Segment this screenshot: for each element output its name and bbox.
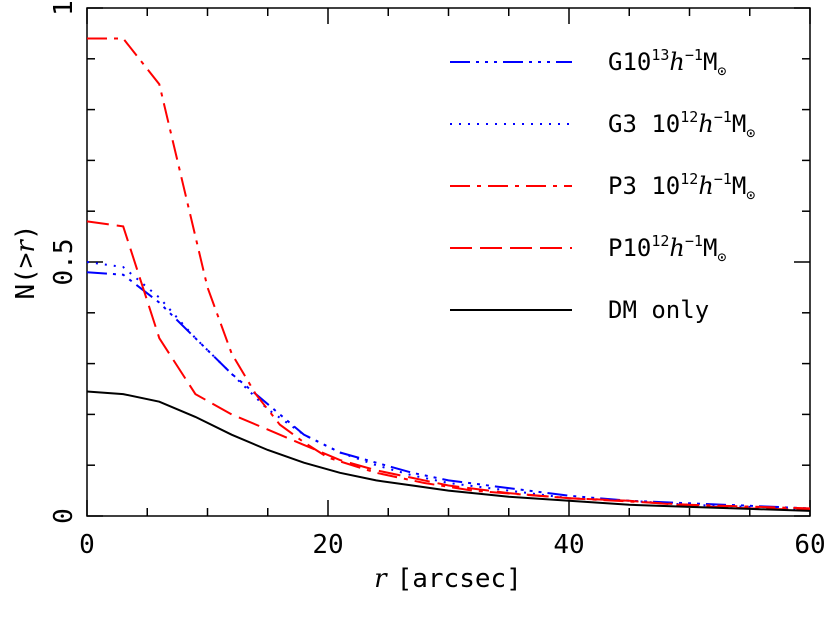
legend-label-h: h bbox=[698, 110, 713, 138]
x-axis-unit: [arcsec] bbox=[397, 564, 522, 594]
y-tick-label: 0 bbox=[49, 508, 79, 524]
legend-label-m: M bbox=[703, 234, 717, 262]
y-axis-title: N(>r) bbox=[11, 224, 41, 299]
plot-frame bbox=[86, 7, 811, 517]
legend-label-exponent: 12 bbox=[651, 232, 669, 250]
legend-label-exponent: 12 bbox=[680, 170, 698, 188]
legend-label-exponent2: −1 bbox=[714, 108, 732, 126]
legend-label-h: h bbox=[698, 172, 713, 200]
legend-label-p3: P3 1012h−1M⊙ bbox=[608, 170, 755, 204]
x-tick-label: 0 bbox=[79, 530, 95, 560]
legend: G1013h−1M⊙G3 1012h−1M⊙P3 1012h−1M⊙P1012h… bbox=[450, 46, 755, 324]
legend-label-text: P10 bbox=[608, 234, 651, 262]
legend-label-m: M bbox=[703, 48, 717, 76]
x-tick-label: 40 bbox=[553, 530, 584, 560]
legend-label-g3: G3 1012h−1M⊙ bbox=[608, 108, 755, 142]
x-axis-title: r [arcsec] bbox=[374, 564, 522, 594]
y-axis-post: ) bbox=[11, 224, 41, 240]
tick-marks bbox=[86, 7, 811, 517]
series-line-g10 bbox=[86, 271, 811, 510]
y-axis-var: r bbox=[11, 239, 41, 253]
x-tick-label: 20 bbox=[312, 530, 343, 560]
legend-label-p10: P1012h−1M⊙ bbox=[608, 232, 726, 266]
y-axis-pre: N(> bbox=[11, 253, 41, 300]
legend-label-dm: DM only bbox=[608, 296, 709, 324]
legend-label-m: M bbox=[732, 172, 746, 200]
legend-label-h: h bbox=[669, 234, 684, 262]
x-axis-var: r bbox=[374, 564, 388, 594]
legend-label-g10: G1013h−1M⊙ bbox=[608, 46, 726, 80]
y-tick-label: 1 bbox=[49, 0, 79, 16]
series-line-dm bbox=[86, 390, 811, 512]
x-tick-label: 60 bbox=[794, 530, 825, 560]
y-tick-label: 0.5 bbox=[49, 239, 79, 286]
legend-label-exponent2: −1 bbox=[685, 232, 703, 250]
series-lines bbox=[86, 37, 811, 512]
legend-label-sun: ⊙ bbox=[746, 186, 755, 204]
legend-label-sun: ⊙ bbox=[717, 62, 726, 80]
legend-label-text: G3 10 bbox=[608, 110, 680, 138]
legend-label-exponent: 13 bbox=[651, 46, 669, 64]
series-line-p3 bbox=[87, 37, 811, 510]
legend-label-text: P3 10 bbox=[608, 172, 680, 200]
legend-label-sun: ⊙ bbox=[717, 248, 726, 266]
legend-label-exponent2: −1 bbox=[714, 170, 732, 188]
legend-label-sun: ⊙ bbox=[746, 124, 755, 142]
legend-label-h: h bbox=[669, 48, 684, 76]
legend-label-exponent: 12 bbox=[680, 108, 698, 126]
legend-label-m: M bbox=[732, 110, 746, 138]
tick-labels: 0 20 40 60 0 0.5 1 bbox=[49, 0, 826, 560]
legend-label-text: DM only bbox=[608, 296, 709, 324]
legend-label-text: G10 bbox=[608, 48, 651, 76]
series-line-p10 bbox=[86, 220, 811, 511]
legend-label-exponent2: −1 bbox=[685, 46, 703, 64]
